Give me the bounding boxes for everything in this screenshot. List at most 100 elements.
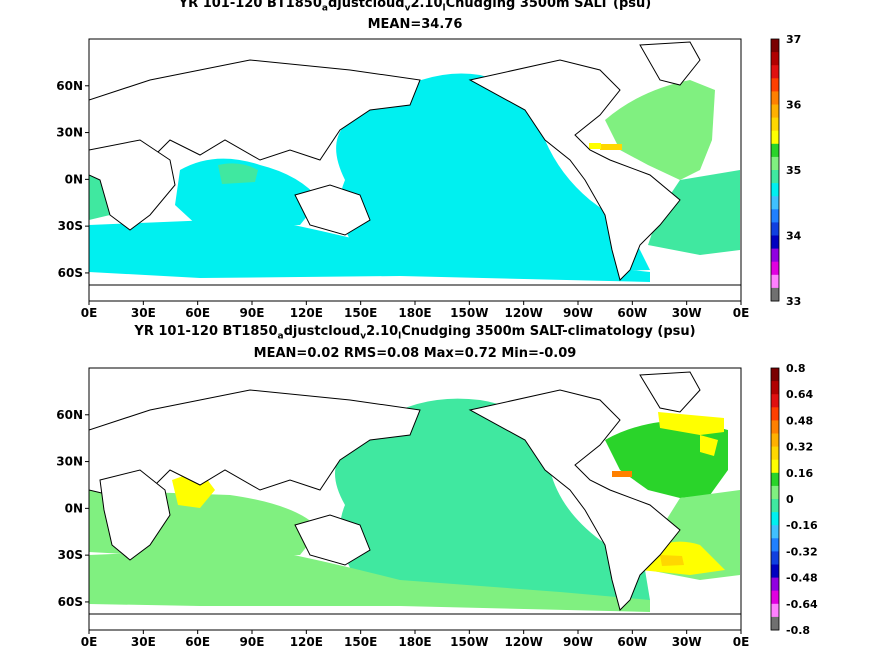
map1-xtick-label: 60E <box>185 306 210 320</box>
colorbar2-swatch <box>771 603 779 618</box>
map2-xtick-label: 150E <box>344 635 377 649</box>
colorbar2-swatch <box>771 407 779 421</box>
map1-xtick-label: 120E <box>290 306 323 320</box>
colorbar1-swatch <box>771 156 779 171</box>
map2-ytick-label: 60N <box>56 408 83 422</box>
colorbar1-swatch <box>771 222 779 236</box>
colorbar2-label: 0.16 <box>786 467 813 480</box>
map2-xtick-label: 150W <box>450 635 488 649</box>
colorbar2-swatch <box>771 459 779 474</box>
map1-xtick-label: 0E <box>81 306 98 320</box>
map2-y-axis: 60N 30N 0N 30S 60S <box>56 408 89 609</box>
colorbar2-swatch <box>771 485 779 500</box>
colorbar2-label: -0.16 <box>786 519 818 532</box>
colorbar2-swatch <box>771 499 779 513</box>
colorbar1: 37 36 35 34 33 <box>770 33 802 308</box>
colorbar2-label: -0.48 <box>786 572 818 585</box>
map1-land-antarctica <box>89 284 741 301</box>
map1-land-australia <box>294 184 371 236</box>
colorbar1-swatch <box>771 91 779 105</box>
colorbar2: 0.8 0.64 0.48 0.32 0.16 0 -0.16 -0.32 -0.48 -0.64… <box>770 362 818 637</box>
map2-xtick-label: 120E <box>290 635 323 649</box>
map2-region-pacific <box>335 398 650 605</box>
map2-land-australia <box>294 514 371 566</box>
colorbar1-swatch <box>771 78 779 92</box>
map2-land-americas <box>468 389 681 611</box>
map1-ytick-label: 30S <box>58 219 83 233</box>
map1-xtick-label: 180E <box>398 306 431 320</box>
map2-ytick-label: 30S <box>58 548 83 562</box>
map2-xtick-label: 90W <box>563 635 593 649</box>
colorbar1-label: 34 <box>786 230 802 243</box>
map1-region-caribbean <box>600 144 622 150</box>
map2-region-southern-ocean <box>89 548 650 612</box>
map2-field <box>89 368 741 630</box>
map1-x-axis: 0E 30E 60E 90E 120E 150E 180E 150W 120W 90W 60W 30W… <box>81 301 750 320</box>
map1-region-south-atlantic <box>648 170 740 255</box>
map1-land-greenland <box>639 41 701 86</box>
map1-region-pacific <box>336 73 650 275</box>
map1-ytick-label: 30N <box>56 126 83 140</box>
map1-xtick-label: 90W <box>563 306 593 320</box>
map1-region-north-atlantic <box>605 80 715 180</box>
colorbar2-swatch <box>771 577 779 592</box>
map2-xtick-label: 30W <box>672 635 702 649</box>
colorbar2-frame <box>770 367 780 631</box>
map2-ytick-label: 30N <box>56 455 83 469</box>
map2-land-greenland <box>639 371 701 413</box>
colorbar1-swatch <box>771 196 779 210</box>
colorbar2-label: 0.48 <box>786 414 813 427</box>
colorbar2-swatch <box>771 564 779 579</box>
colorbar1-frame <box>770 38 780 302</box>
colorbar1-swatch <box>771 287 779 302</box>
map1-xtick-label: 0E <box>733 306 750 320</box>
colorbar2-swatch <box>771 512 779 526</box>
map2-region-north-atlantic <box>605 420 728 498</box>
map1-land-americas <box>468 59 681 281</box>
colorbar2-swatch <box>771 590 779 605</box>
map1-region-indian-green <box>218 163 258 184</box>
colorbar2-swatch <box>771 381 779 395</box>
colorbar2-swatch <box>771 616 779 631</box>
map1-ytick-label: 0N <box>65 172 83 186</box>
colorbar1-swatch <box>771 117 779 132</box>
colorbar1-swatch <box>771 52 779 66</box>
colorbar1-label: 33 <box>786 295 801 308</box>
colorbar2-swatch <box>771 446 779 461</box>
colorbar2-swatch <box>771 551 779 565</box>
map1-xtick-label: 60W <box>617 306 647 320</box>
colorbar2-label: -0.8 <box>786 624 810 637</box>
colorbar1-label: 37 <box>786 33 801 46</box>
map1-y-axis: 60N 30N 0N 30S 60S <box>56 79 89 280</box>
map1-xtick-label: 120W <box>505 306 543 320</box>
map1-ytick-label: 60S <box>58 266 83 280</box>
map1-xtick-label: 30W <box>672 306 702 320</box>
map2-subtitle: MEAN=0.02 RMS=0.08 Max=0.72 Min=-0.09 <box>253 346 577 361</box>
colorbar1-swatch <box>771 143 779 158</box>
map1-field <box>89 39 741 301</box>
colorbar1-swatch <box>771 130 779 145</box>
map2-xtick-label: 60E <box>185 635 210 649</box>
colorbar1-swatch <box>771 248 779 263</box>
map2-x-axis: 0E 30E 60E 90E 120E 150E 180E 150W 120W 90W 60W 30W… <box>81 630 750 649</box>
map1-xtick-label: 150E <box>344 306 377 320</box>
colorbar2-label: 0.8 <box>786 362 806 375</box>
colorbar1-swatch <box>771 209 779 223</box>
colorbar1-swatch <box>771 261 779 276</box>
map2-xtick-label: 30E <box>131 635 156 649</box>
colorbar1-label: 35 <box>786 164 801 177</box>
colorbar1-swatch <box>771 104 779 119</box>
map1-region-southern <box>89 218 650 282</box>
map1-land-africa <box>89 139 176 231</box>
map1-subtitle: MEAN=34.76 <box>367 17 463 32</box>
map2-ytick-label: 60S <box>58 595 83 609</box>
colorbar2-swatch <box>771 472 779 487</box>
map1-xtick-label: 150W <box>450 306 488 320</box>
colorbar2-label: -0.32 <box>786 545 818 558</box>
map1-title: YR 101-120 BT1850adjustcloudv2.10lCnudgi… <box>178 0 652 14</box>
map2-xtick-label: 0E <box>733 635 750 649</box>
colorbar1-label: 36 <box>786 99 802 112</box>
map1-xtick-label: 30E <box>131 306 156 320</box>
map2-xtick-label: 90E <box>240 635 265 649</box>
